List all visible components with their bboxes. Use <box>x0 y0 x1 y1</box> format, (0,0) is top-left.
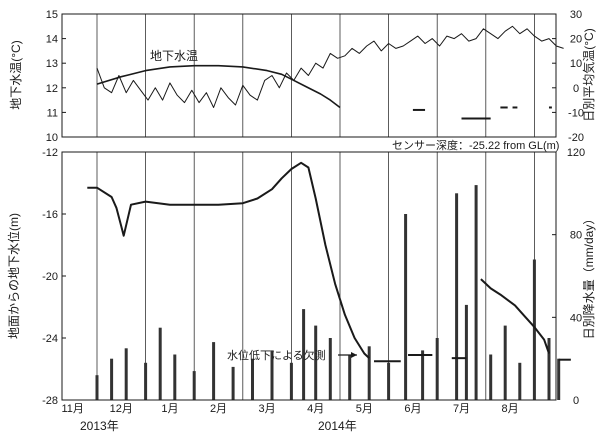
y-tick-label: -16 <box>42 209 58 221</box>
month-label: 7月 <box>453 403 470 415</box>
y-tick-label: 40 <box>570 312 582 324</box>
month-label: 3月 <box>259 403 276 415</box>
precipitation-bar <box>421 350 425 400</box>
precipitation-bar <box>557 358 561 400</box>
groundwater-temperature-line <box>96 64 341 109</box>
year-label-2013: 2013年 <box>80 419 119 433</box>
precipitation-bar <box>474 185 478 400</box>
month-label: 2月 <box>210 403 227 415</box>
bottom-right-axis: 0 40 80 120 <box>552 147 585 407</box>
precipitation-bar <box>314 325 318 400</box>
precipitation-bar <box>251 358 254 400</box>
precipitation-bar <box>192 371 196 400</box>
precipitation-bar <box>124 348 128 400</box>
precipitation-bar <box>532 259 536 400</box>
groundwater-temperature-dashes <box>412 106 552 120</box>
precipitation-bar <box>503 325 507 400</box>
groundwater-temperature-label: 地下水温 <box>150 49 198 63</box>
top-left-axis: 10 11 12 13 14 15 <box>46 9 66 144</box>
precipitation-bar <box>212 342 216 400</box>
y-tick-label: 12 <box>46 83 58 95</box>
y-tick-label: 0 <box>573 395 579 407</box>
month-label: 12月 <box>110 403 133 415</box>
month-label: 4月 <box>307 403 324 415</box>
y-tick-label: 14 <box>46 34 58 46</box>
precipitation-bar <box>328 338 332 400</box>
y-tick-label: 20 <box>570 34 582 46</box>
air-temperature-line <box>96 25 564 108</box>
top-panel: 10 11 12 13 14 15 -20 -10 0 10 20 30 地下水温 センサー深度：-… <box>9 9 596 152</box>
precipitation-bar <box>95 375 99 400</box>
month-label: 8月 <box>502 403 519 415</box>
month-label: 5月 <box>356 403 373 415</box>
precipitation-bar <box>173 354 177 400</box>
top-plot-frame <box>61 13 557 138</box>
sensor-depth-note: センサー深度：-25.22 from GL(m) <box>392 138 559 152</box>
precipitation-bar <box>367 346 371 400</box>
y-tick-label: -20 <box>42 271 58 283</box>
bottom-right-axis-title: 日別降水量（mm/day） <box>582 213 596 340</box>
y-tick-label: -20 <box>568 132 584 144</box>
precipitation-bar <box>110 358 114 400</box>
precipitation-bar <box>289 362 293 400</box>
month-labels: 11月 12月 1月 2月 3月 4月 5月 6月 7月 8月 <box>61 403 518 415</box>
precipitation-bar <box>547 338 551 400</box>
year-label-2014: 2014年 <box>318 419 357 433</box>
y-tick-label: -24 <box>42 333 58 345</box>
precipitation-bar <box>231 366 235 400</box>
precipitation-bar <box>144 362 148 400</box>
y-tick-label: -12 <box>42 147 58 159</box>
groundwater-level-line <box>87 161 370 359</box>
top-month-gridlines <box>96 14 535 137</box>
precipitation-bars <box>95 185 561 400</box>
precipitation-bar <box>348 354 352 400</box>
month-label: 1月 <box>161 403 178 415</box>
precipitation-bar <box>464 304 468 400</box>
y-tick-label: 10 <box>570 58 582 70</box>
bottom-panel: -12 -16 -20 -24 -28 0 40 80 120 水位低下による欠測 地面からの… <box>6 147 596 407</box>
x-axis: 11月 12月 1月 2月 3月 4月 5月 6月 7月 8月 2013年 2014年 <box>61 403 518 433</box>
missing-data-annotation: 水位低下による欠測 <box>227 348 326 362</box>
month-label: 11月 <box>61 403 83 415</box>
y-tick-label: 13 <box>46 58 58 70</box>
y-tick-label: 30 <box>570 9 582 21</box>
y-tick-label: 11 <box>47 107 58 119</box>
y-tick-label: 10 <box>46 132 58 144</box>
top-right-axis-title: 日別平均気温(°C) <box>581 28 596 121</box>
precipitation-bar <box>270 350 274 400</box>
precipitation-bar <box>158 327 162 400</box>
y-tick-label: 0 <box>573 83 579 95</box>
bottom-month-gridlines <box>96 152 535 400</box>
month-label: 6月 <box>404 403 421 415</box>
precipitation-bar <box>455 193 459 400</box>
precipitation-bar <box>404 214 408 400</box>
bottom-left-axis-title: 地面からの地下水位(m) <box>6 213 21 339</box>
y-tick-label: 15 <box>46 9 58 21</box>
precipitation-bar <box>518 362 522 400</box>
top-right-axis: -20 -10 0 10 20 30 <box>552 9 584 144</box>
precipitation-bar <box>302 309 306 400</box>
precipitation-bar <box>387 362 391 400</box>
top-left-axis-title: 地下水温(°C) <box>9 40 23 109</box>
precipitation-bar <box>435 338 439 400</box>
bottom-left-axis: -12 -16 -20 -24 -28 <box>42 147 66 407</box>
y-tick-label: -28 <box>42 395 58 407</box>
annotation-arrow-head <box>351 352 357 358</box>
y-tick-label: 120 <box>567 147 585 159</box>
precipitation-bar <box>489 354 493 400</box>
groundwater-level-dashes <box>374 354 571 363</box>
groundwater-level-line-july <box>480 278 550 354</box>
y-tick-label: -10 <box>568 107 584 119</box>
y-tick-label: 80 <box>570 230 582 242</box>
